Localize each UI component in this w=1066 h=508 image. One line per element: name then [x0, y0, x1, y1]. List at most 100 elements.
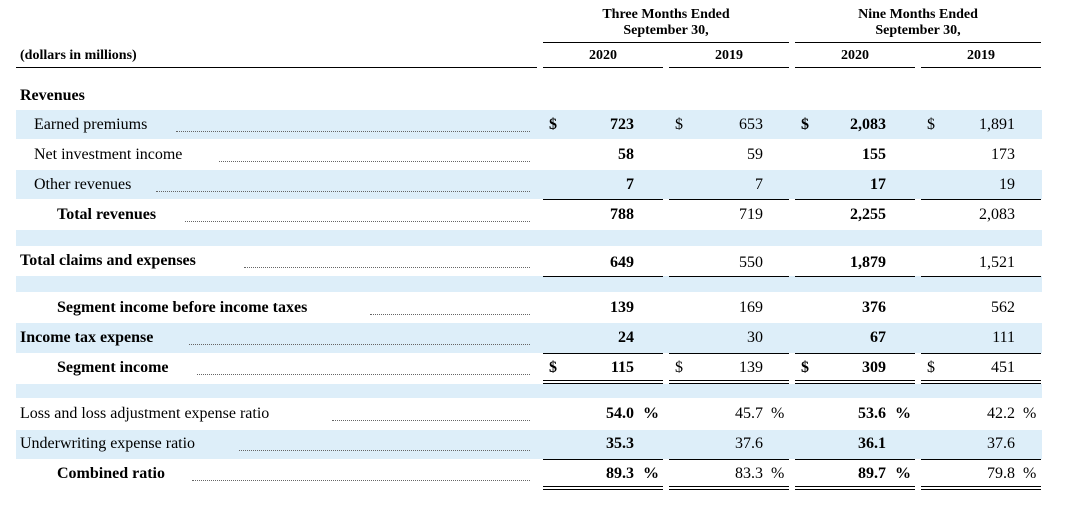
currency-symbol: $ [801, 116, 809, 133]
percent-symbol: % [895, 465, 911, 482]
percent-symbol: % [1023, 405, 1037, 422]
row-band [16, 170, 1042, 199]
value-cell: 36.1 [858, 435, 886, 452]
currency-symbol: $ [675, 359, 683, 376]
value-cell: 562 [991, 299, 1015, 316]
row-band [16, 384, 1042, 398]
header-rule [795, 42, 1041, 43]
value-cell: 58 [618, 146, 634, 163]
leader-dots [189, 344, 530, 345]
value-cell: 309 [862, 359, 886, 376]
value-cell: 7 [626, 176, 634, 193]
year-header: 2020 [589, 48, 617, 63]
currency-symbol: $ [549, 359, 557, 376]
value-cell: 723 [610, 116, 634, 133]
percent-symbol: % [643, 465, 659, 482]
value-cell: 89.3 [606, 465, 634, 482]
value-cell: 451 [991, 359, 1015, 376]
value-cell: 111 [992, 329, 1015, 346]
leader-dots [332, 420, 530, 421]
header-underline [543, 67, 663, 68]
year-header: 2020 [841, 48, 869, 63]
row-label: Total claims and expenses [20, 252, 196, 269]
total-double-rule [669, 486, 789, 490]
sum-rule [921, 353, 1041, 354]
value-cell: 17 [870, 176, 886, 193]
value-cell: 139 [739, 359, 763, 376]
value-cell: 649 [610, 254, 634, 271]
value-cell: 2,255 [850, 206, 886, 223]
leader-dots [244, 267, 530, 268]
total-double-rule [921, 380, 1041, 384]
value-cell: 1,521 [979, 254, 1015, 271]
sum-rule [543, 353, 663, 354]
row-band [16, 110, 1042, 139]
total-double-rule [543, 380, 663, 384]
sum-rule [543, 276, 663, 277]
sum-rule [921, 276, 1041, 277]
sum-rule [921, 199, 1041, 200]
currency-symbol: $ [801, 359, 809, 376]
row-label: Income tax expense [20, 329, 154, 346]
total-double-rule [795, 380, 915, 384]
total-double-rule [669, 380, 789, 384]
row-label: Total revenues [57, 206, 157, 223]
leader-dots [156, 191, 530, 192]
currency-symbol: $ [927, 359, 935, 376]
revenues-heading: Revenues [20, 87, 85, 104]
percent-symbol: % [771, 405, 785, 422]
header-three-months: Three Months Ended September 30, [602, 7, 730, 38]
year-header: 2019 [967, 48, 995, 63]
value-cell: 1,891 [979, 116, 1015, 133]
year-header: 2019 [715, 48, 743, 63]
header-underline [16, 67, 537, 68]
value-cell: 89.7 [858, 465, 886, 482]
value-cell: 54.0 [606, 405, 634, 422]
value-cell: 19 [999, 176, 1015, 193]
currency-symbol: $ [549, 116, 557, 133]
value-cell: 719 [739, 206, 763, 223]
value-cell: 7 [755, 176, 763, 193]
value-cell: 67 [870, 329, 886, 346]
row-label: Segment income before income taxes [57, 299, 308, 316]
leader-dots [370, 314, 530, 315]
sum-rule [921, 459, 1041, 460]
value-cell: 24 [618, 329, 634, 346]
leader-dots [192, 480, 530, 481]
sum-rule [795, 353, 915, 354]
value-cell: 37.6 [735, 435, 763, 452]
header-underline [669, 67, 789, 68]
sum-rule [795, 199, 915, 200]
value-cell: 1,879 [850, 254, 886, 271]
sum-rule [543, 199, 663, 200]
value-cell: 653 [739, 116, 763, 133]
value-cell: 35.3 [606, 435, 634, 452]
value-cell: 376 [862, 299, 886, 316]
header-nine-months: Nine Months Ended September 30, [858, 7, 978, 38]
row-label: Underwriting expense ratio [20, 435, 196, 452]
sum-rule [795, 276, 915, 277]
value-cell: 83.3 [735, 465, 763, 482]
value-cell: 2,083 [850, 116, 886, 133]
value-cell: 53.6 [858, 405, 886, 422]
value-cell: 59 [747, 146, 763, 163]
leader-dots [197, 374, 530, 375]
row-band [16, 323, 1042, 353]
row-band [16, 230, 1042, 246]
row-band [16, 276, 1042, 292]
percent-symbol: % [895, 405, 911, 422]
value-cell: 79.8 [987, 465, 1015, 482]
row-label: Segment income [57, 359, 169, 376]
sum-rule [669, 199, 789, 200]
percent-symbol: % [1023, 465, 1037, 482]
value-cell: 169 [739, 299, 763, 316]
value-cell: 550 [739, 254, 763, 271]
value-cell: 155 [862, 146, 886, 163]
leader-dots [185, 221, 530, 222]
sum-rule [669, 353, 789, 354]
header-underline [921, 67, 1041, 68]
value-cell: 173 [991, 146, 1015, 163]
percent-symbol: % [771, 465, 785, 482]
leader-dots [239, 450, 530, 451]
total-double-rule [543, 486, 663, 490]
